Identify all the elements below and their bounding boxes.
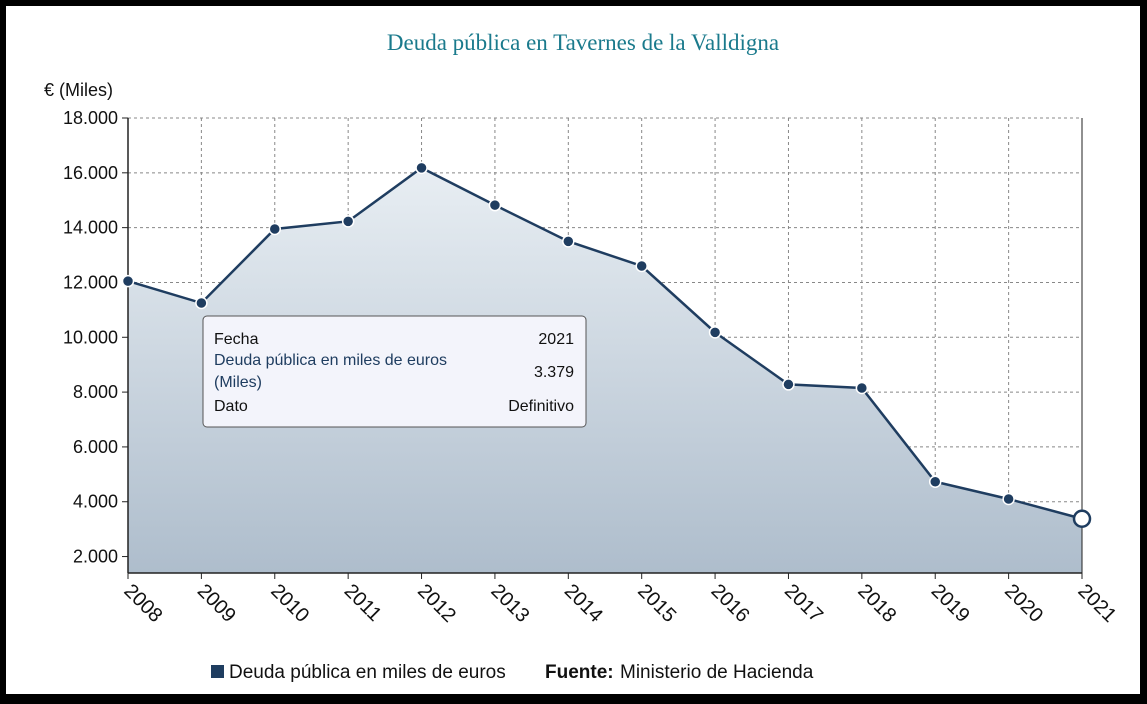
y-tick-label: 8.000 (73, 382, 118, 402)
data-points (121, 161, 1092, 529)
x-tick-label: 2014 (560, 580, 607, 627)
data-point[interactable] (488, 198, 502, 212)
tooltip-series-unit: (Miles) (214, 374, 262, 391)
x-tick-label: 2019 (927, 580, 974, 627)
x-tick-label: 2008 (120, 580, 167, 627)
data-point[interactable] (928, 475, 942, 488)
data-point[interactable] (121, 274, 135, 288)
y-tick-label: 18.000 (63, 108, 118, 128)
x-tick-label: 2015 (633, 580, 680, 627)
y-tick-labels: 2.000 4.000 6.000 8.000 10.000 12.000 14.000 16… (63, 108, 118, 567)
x-tick-label: 2013 (486, 580, 533, 627)
data-point[interactable] (1002, 492, 1015, 506)
tooltip: Fecha 2021 Deuda pública en miles de eur… (202, 315, 587, 428)
data-point[interactable] (341, 215, 355, 228)
tooltip-series-label: Deuda pública en miles de euros (214, 352, 447, 369)
data-point[interactable] (268, 222, 282, 236)
data-point[interactable] (635, 259, 648, 273)
y-tick-label: 14.000 (63, 218, 118, 238)
data-point[interactable] (855, 381, 869, 395)
area-fill-group (128, 167, 1082, 573)
chart-svg: Deuda pública en Tavernes de la Valldign… (44, 30, 1121, 683)
y-tick-label: 12.000 (63, 272, 118, 292)
x-tick-label: 2016 (707, 580, 754, 627)
data-point[interactable] (562, 235, 575, 248)
x-tick-labels: 2008 2009 2010 2011 2012 2013 2014 2015 2016 2017… (120, 580, 1121, 627)
x-tick-label: 2009 (193, 580, 240, 627)
tooltip-box (202, 315, 587, 428)
data-point[interactable] (708, 326, 722, 339)
source-label: Fuente: (545, 662, 614, 683)
tooltip-fecha-value: 2021 (538, 331, 574, 348)
source-name: Ministerio de Hacienda (620, 662, 814, 683)
x-tick-label: 2010 (266, 580, 313, 627)
series-line (127, 166, 1083, 520)
y-tick-label: 16.000 (63, 163, 118, 183)
chart-title: Deuda pública en Tavernes de la Valldign… (387, 30, 779, 55)
data-point[interactable] (195, 296, 208, 310)
x-tick-label: 2017 (780, 580, 827, 627)
y-tick-label: 6.000 (73, 437, 118, 457)
data-point-highlighted[interactable] (1072, 509, 1092, 529)
series-line-group (127, 166, 1083, 520)
legend-swatch (211, 665, 224, 678)
y-tick-label: 4.000 (73, 492, 118, 512)
x-tick-label: 2018 (853, 580, 900, 627)
x-tick-label: 2011 (340, 580, 386, 626)
axes (122, 117, 1083, 579)
y-tick-label: 2.000 (73, 547, 118, 567)
x-tick-label: 2020 (1000, 580, 1047, 627)
data-point[interactable] (782, 378, 795, 391)
y-tick-label: 10.000 (63, 327, 118, 347)
tooltip-dato-value: Definitivo (508, 398, 574, 415)
data-point[interactable] (415, 161, 428, 175)
tooltip-fecha-label: Fecha (214, 331, 259, 348)
tooltip-series-value: 3.379 (534, 364, 574, 381)
chart-frame: Deuda pública en Tavernes de la Valldign… (6, 6, 1140, 694)
x-tick-label: 2021 (1074, 580, 1121, 627)
y-axis-label: € (Miles) (44, 80, 113, 100)
tooltip-dato-label: Dato (214, 398, 248, 415)
legend-series-name[interactable]: Deuda pública en miles de euros (229, 662, 506, 683)
legend: Deuda pública en miles de euros Fuente: … (211, 662, 814, 683)
x-tick-label: 2012 (413, 580, 460, 627)
area-fill (128, 167, 1082, 573)
